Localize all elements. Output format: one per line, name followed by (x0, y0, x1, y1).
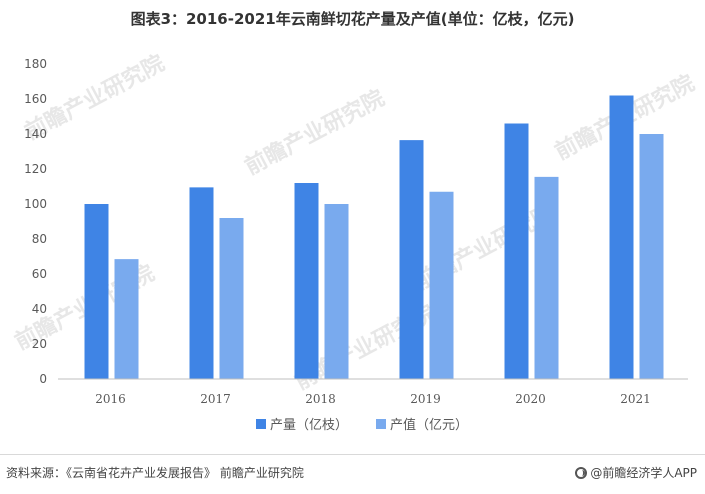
bar-output-2018 (294, 183, 319, 379)
brand-logo-icon (575, 466, 588, 479)
legend-label-1: 产量（亿枝） (270, 418, 348, 433)
legend-label-2: 产值（亿元） (390, 417, 468, 433)
bars-layer (84, 95, 664, 379)
y-tick-label: 20 (32, 337, 47, 351)
bar-value-2019 (429, 191, 454, 379)
x-tick-label: 2020 (515, 392, 546, 406)
bar-output-2021 (609, 95, 634, 379)
footer: 资料来源：《云南省花卉产业发展报告》 前瞻产业研究院 @前瞻经济学人APP (0, 454, 705, 494)
bar-output-2016 (84, 204, 109, 379)
legend: 产量（亿枝） 产值（亿元） (256, 417, 468, 433)
legend-swatch-2 (376, 419, 386, 429)
watermark-layer: 前瞻产业研究院前瞻产业研究院前瞻产业研究院前瞻产业研究院前瞻产业研究院前瞻产业研… (11, 50, 699, 395)
watermark-text: 前瞻产业研究院 (241, 85, 389, 180)
y-tick-label: 0 (39, 372, 47, 386)
x-tick-label: 2021 (620, 392, 651, 406)
y-tick-label: 160 (24, 92, 47, 106)
bar-value-2018 (324, 204, 349, 379)
bar-output-2019 (399, 140, 424, 379)
bar-chart: 前瞻产业研究院前瞻产业研究院前瞻产业研究院前瞻产业研究院前瞻产业研究院前瞻产业研… (11, 50, 699, 433)
brand-text: @前瞻经济学人APP (590, 466, 697, 480)
y-tick-label: 60 (32, 267, 47, 281)
bar-output-2020 (504, 123, 529, 379)
source-note: 资料来源：《云南省花卉产业发展报告》 前瞻产业研究院 (6, 466, 304, 480)
x-tick-label: 2019 (410, 392, 441, 406)
x-tick-label: 2017 (200, 392, 231, 406)
x-tick-label: 2018 (305, 392, 336, 406)
brand-credit: @前瞻经济学人APP (575, 464, 697, 481)
x-tick-label: 2016 (95, 392, 126, 406)
y-tick-label: 120 (24, 162, 47, 176)
y-tick-label: 100 (24, 197, 47, 211)
bar-value-2016 (114, 259, 139, 379)
y-tick-label: 80 (32, 232, 47, 246)
bar-value-2021 (639, 134, 664, 379)
legend-swatch-1 (256, 419, 266, 429)
y-tick-label: 140 (24, 127, 47, 141)
axes-layer: 0 20 40 60 80 100 120 140 160 180 2016 2017 2018 2019… (24, 57, 688, 406)
chart-title: 图表3：2016-2021年云南鲜切花产量及产值(单位：亿枝，亿元) (130, 10, 575, 28)
bar-value-2020 (534, 176, 559, 379)
bar-value-2017 (219, 218, 244, 379)
y-tick-label: 180 (24, 57, 47, 71)
y-tick-label: 40 (32, 302, 47, 316)
bar-output-2017 (189, 187, 214, 379)
